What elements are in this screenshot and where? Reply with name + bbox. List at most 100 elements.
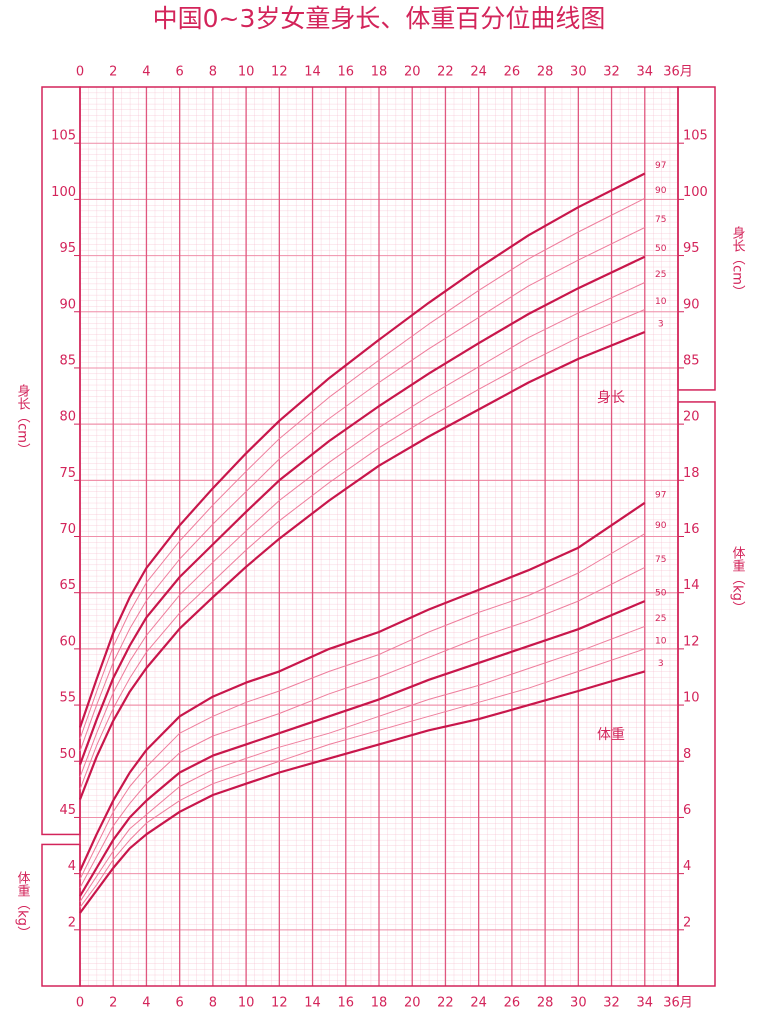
percentile-label: 75 <box>655 215 666 225</box>
y-tick-label: 20 <box>683 410 700 425</box>
x-tick-label: 32 <box>603 996 620 1011</box>
y-tick-label: 4 <box>683 859 691 874</box>
percentile-line <box>79 600 646 897</box>
y-axis-title: 身长（cm） <box>730 226 746 298</box>
x-tick-label: 24 <box>470 996 487 1011</box>
y-tick-label: 90 <box>59 297 76 312</box>
x-tick-label: 22 <box>437 65 454 80</box>
y-tick-label: 10 <box>683 691 700 706</box>
x-tick-label: 16 <box>338 996 355 1011</box>
percentile-line <box>79 227 646 752</box>
y-axis-title: 身长（cm） <box>15 384 31 456</box>
x-tick-label: 20 <box>404 65 421 80</box>
x-tick-label: 30 <box>570 996 587 1011</box>
x-tick-label: 2 <box>109 996 117 1011</box>
y-tick-label: 75 <box>59 466 76 481</box>
percentile-label: 90 <box>655 521 667 531</box>
chart-title: 中国0~3岁女童身长、体重百分位曲线图 <box>153 4 606 33</box>
y-tick-label: 85 <box>683 353 700 368</box>
y-tick-label: 8 <box>683 747 691 762</box>
y-tick-label: 45 <box>59 803 76 818</box>
percentile-label: 97 <box>655 490 666 500</box>
x-tick-label: 30 <box>570 65 587 80</box>
y2-axis-title: 体重（kg） <box>730 546 746 614</box>
x-tick-label: 22 <box>437 996 454 1011</box>
y-tick-label: 16 <box>683 522 700 537</box>
y-tick-label: 105 <box>51 129 76 144</box>
annotation: 身长 <box>597 390 625 406</box>
y-tick-label: 60 <box>59 634 76 649</box>
annotation: 体重 <box>597 727 625 743</box>
y-tick-label: 85 <box>59 353 76 368</box>
x-tick-label: 12 <box>271 996 288 1011</box>
percentile-line <box>78 330 646 800</box>
x-tick-label: 16 <box>338 65 355 80</box>
x-tick-label: 10 <box>238 65 255 80</box>
y-tick-label: 50 <box>59 747 76 762</box>
percentile-label: 97 <box>655 161 666 171</box>
x-tick-label: 32 <box>603 65 620 80</box>
axis-panel <box>41 86 81 836</box>
percentile-label: 50 <box>655 589 667 599</box>
percentile-label: 3 <box>658 319 664 329</box>
percentile-label: 10 <box>655 297 667 307</box>
y-tick-label: 65 <box>59 578 76 593</box>
x-tick-label: 36月 <box>663 65 693 80</box>
y-tick-label: 18 <box>683 466 700 481</box>
x-tick-label: 8 <box>209 65 217 80</box>
x-tick-label: 28 <box>537 65 554 80</box>
x-tick-label: 6 <box>176 996 184 1011</box>
percentile-line <box>79 282 646 778</box>
x-tick-label: 0 <box>76 65 84 80</box>
x-tick-label: 18 <box>371 996 388 1011</box>
y2-axis-title: 体重（kg） <box>15 871 31 939</box>
y-tick-label: 95 <box>59 241 76 256</box>
x-tick-label: 4 <box>142 65 150 80</box>
y-tick-label: 12 <box>683 634 700 649</box>
x-tick-label: 8 <box>209 996 217 1011</box>
x-tick-label: 26 <box>504 65 521 80</box>
percentile-label: 90 <box>655 186 667 196</box>
axis-panel <box>677 401 716 987</box>
y-tick-label: 105 <box>683 129 708 144</box>
y-tick-label: 4 <box>68 859 76 874</box>
x-tick-label: 18 <box>371 65 388 80</box>
x-tick-label: 34 <box>637 65 654 80</box>
percentile-line <box>79 533 646 880</box>
x-tick-label: 36月 <box>663 996 693 1011</box>
x-tick-label: 14 <box>304 996 321 1011</box>
percentile-label: 25 <box>655 270 666 280</box>
x-tick-label: 4 <box>142 996 150 1011</box>
y-tick-label: 100 <box>683 185 708 200</box>
percentile-line <box>79 670 646 914</box>
y-tick-label: 55 <box>59 691 76 706</box>
percentile-line <box>79 566 646 888</box>
percentile-line <box>79 625 645 902</box>
percentile-line <box>78 172 646 728</box>
y-tick-label: 2 <box>683 915 691 930</box>
percentile-label: 3 <box>658 659 664 669</box>
percentile-label: 10 <box>655 636 667 646</box>
x-tick-label: 34 <box>637 996 654 1011</box>
y-tick-label: 70 <box>59 522 76 537</box>
x-tick-label: 12 <box>271 65 288 80</box>
y-tick-label: 6 <box>683 803 691 818</box>
y-tick-label: 90 <box>683 297 700 312</box>
y-tick-label: 14 <box>683 578 700 593</box>
percentile-line <box>78 255 646 765</box>
y-tick-label: 95 <box>683 241 700 256</box>
y-tick-label: 2 <box>68 915 76 930</box>
x-tick-label: 10 <box>238 996 255 1011</box>
percentile-label: 50 <box>655 244 667 254</box>
axis-panel <box>677 86 716 391</box>
x-tick-label: 6 <box>176 65 184 80</box>
x-tick-label: 0 <box>76 996 84 1011</box>
y-tick-label: 80 <box>59 410 76 425</box>
x-tick-label: 24 <box>470 65 487 80</box>
x-tick-label: 2 <box>109 65 117 80</box>
x-tick-label: 26 <box>504 996 521 1011</box>
x-tick-label: 14 <box>304 65 321 80</box>
y-tick-label: 100 <box>51 185 76 200</box>
percentile-label: 25 <box>655 614 666 624</box>
